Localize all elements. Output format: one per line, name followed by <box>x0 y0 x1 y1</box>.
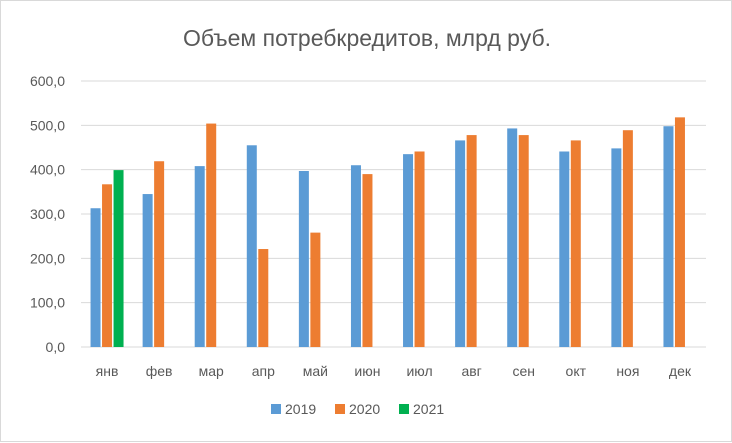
bar-2020-мар <box>206 123 217 347</box>
bar-2020-апр <box>258 249 269 347</box>
bar-2019-сен <box>507 128 518 347</box>
bar-2020-дек <box>674 117 685 347</box>
bar-2020-окт <box>570 140 581 347</box>
y-tick-label: 600,0 <box>30 73 65 89</box>
x-tick-label: авг <box>461 363 481 379</box>
y-tick-label: 0,0 <box>46 339 66 355</box>
legend-label-2019: 2019 <box>285 401 316 417</box>
y-tick-label: 100,0 <box>30 295 65 311</box>
x-tick-label: апр <box>252 363 275 379</box>
bar-2019-дек <box>663 126 674 347</box>
bar-2019-окт <box>559 151 570 347</box>
y-tick-label: 200,0 <box>30 250 65 266</box>
legend-label-2020: 2020 <box>349 401 380 417</box>
y-tick-label: 500,0 <box>30 117 65 133</box>
x-tick-label: мар <box>199 363 224 379</box>
bar-2019-ноя <box>611 148 622 347</box>
bar-2019-июл <box>403 154 414 347</box>
bar-2019-янв <box>90 208 101 347</box>
x-tick-label: май <box>303 363 328 379</box>
bar-2019-авг <box>455 140 466 347</box>
bar-2020-май <box>310 232 321 347</box>
bar-2020-июл <box>414 151 425 347</box>
bar-2020-фев <box>154 161 165 347</box>
x-tick-label: окт <box>566 363 587 379</box>
x-tick-label: ноя <box>616 363 639 379</box>
x-tick-label: янв <box>96 363 119 379</box>
legend-swatch-2019 <box>271 404 281 414</box>
x-tick-label: июн <box>354 363 380 379</box>
chart-title: Объем потребкредитов, млрд руб. <box>182 25 552 51</box>
bar-2019-фев <box>142 194 153 347</box>
bar-2019-май <box>298 170 309 347</box>
legend-label-2021: 2021 <box>413 401 444 417</box>
bar-2020-сен <box>518 135 529 347</box>
bar-2020-ноя <box>622 130 633 347</box>
x-tick-label: июл <box>406 363 432 379</box>
x-tick-label: фев <box>146 363 173 379</box>
bar-2020-авг <box>466 135 477 347</box>
bar-2019-апр <box>246 145 257 347</box>
x-tick-label: дек <box>669 363 692 379</box>
bar-2019-мар <box>194 166 205 347</box>
bar-2021-янв <box>113 170 124 347</box>
legend-swatch-2020 <box>335 404 345 414</box>
bar-2020-июн <box>362 174 373 347</box>
bar-2020-янв <box>102 184 113 347</box>
legend-swatch-2021 <box>399 404 409 414</box>
y-tick-label: 400,0 <box>30 162 65 178</box>
bar-2019-июн <box>350 165 361 347</box>
x-tick-label: сен <box>512 363 535 379</box>
y-tick-label: 300,0 <box>30 206 65 222</box>
